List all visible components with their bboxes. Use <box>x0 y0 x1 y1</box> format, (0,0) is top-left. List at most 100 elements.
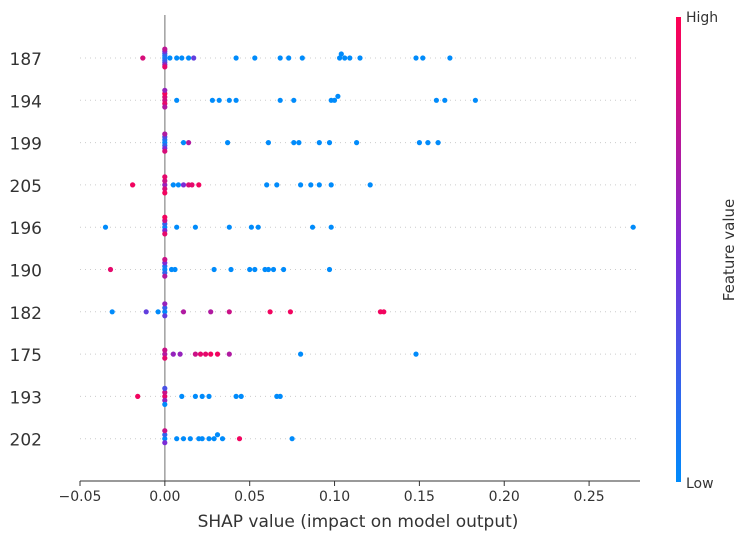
feature-label-205: 205 <box>10 177 42 197</box>
data-point-187 <box>420 55 426 61</box>
data-point-199 <box>435 140 441 146</box>
data-point-202 <box>180 436 187 442</box>
data-point-175 <box>203 351 209 357</box>
data-point-182 <box>226 309 232 315</box>
data-point-194 <box>162 104 168 110</box>
data-point-182 <box>162 313 168 319</box>
data-point-196 <box>174 224 180 230</box>
data-point-187 <box>140 55 146 61</box>
data-point-187 <box>286 55 292 61</box>
data-point-190 <box>162 256 168 263</box>
data-point-199 <box>162 148 168 154</box>
data-point-193 <box>199 393 205 399</box>
data-point-205 <box>130 182 136 188</box>
colorbar-low-label: Low <box>686 476 714 492</box>
feature-label-187: 187 <box>10 50 42 70</box>
feature-gridlines <box>80 57 640 440</box>
data-point-187 <box>179 55 185 61</box>
data-point-190 <box>228 266 234 273</box>
data-point-194 <box>233 97 239 103</box>
feature-label-202: 202 <box>10 431 42 451</box>
data-point-187 <box>162 46 168 52</box>
data-point-196 <box>248 224 254 230</box>
data-point-205 <box>162 190 168 196</box>
data-point-205 <box>175 182 181 188</box>
data-point-196 <box>328 224 334 230</box>
data-point-199 <box>316 140 322 146</box>
data-point-202 <box>162 432 168 438</box>
data-point-205 <box>274 182 280 188</box>
data-point-196 <box>162 231 168 237</box>
data-point-175 <box>214 351 221 357</box>
x-tick-label: 0.15 <box>404 489 435 505</box>
data-point-175 <box>170 351 176 357</box>
data-point-187 <box>186 55 192 61</box>
data-point-190 <box>211 266 217 273</box>
data-point-182 <box>155 309 161 315</box>
data-point-175 <box>192 351 198 357</box>
data-point-182 <box>162 301 168 307</box>
data-point-205 <box>162 178 168 184</box>
data-point-187 <box>252 55 258 61</box>
data-point-175 <box>197 351 204 357</box>
data-point-193 <box>162 397 168 403</box>
data-point-182 <box>267 309 273 315</box>
data-points <box>102 46 636 446</box>
data-point-182 <box>143 309 149 315</box>
data-point-187 <box>357 55 363 61</box>
x-tick-label: −0.05 <box>59 489 102 505</box>
data-point-187 <box>338 51 344 57</box>
data-point-187 <box>447 55 453 61</box>
data-point-205 <box>264 182 270 188</box>
colorbar-title: Feature value <box>720 199 738 301</box>
data-point-205 <box>170 182 176 188</box>
data-point-205 <box>162 182 168 188</box>
data-point-199 <box>354 140 360 146</box>
x-axis-ticks: −0.05 0.00 0.05 0.10 0.15 0.20 0.25 <box>59 481 605 505</box>
data-point-175 <box>162 347 168 353</box>
data-point-193 <box>162 393 168 399</box>
data-point-194 <box>277 97 283 103</box>
colorbar-high-label: High <box>686 10 718 26</box>
data-point-190 <box>172 266 178 273</box>
data-point-194 <box>216 97 222 103</box>
feature-label-196: 196 <box>10 219 42 239</box>
data-point-205 <box>162 186 168 192</box>
data-point-205 <box>180 182 187 188</box>
data-point-199 <box>186 140 192 146</box>
data-point-175 <box>208 351 214 357</box>
data-point-199 <box>296 140 302 146</box>
data-point-193 <box>192 393 198 399</box>
data-point-190 <box>247 266 253 273</box>
data-point-175 <box>162 351 168 357</box>
data-point-175 <box>177 351 183 357</box>
data-point-202 <box>211 436 217 442</box>
data-point-196 <box>309 224 316 230</box>
feature-label-193: 193 <box>10 388 42 408</box>
data-point-193 <box>162 385 168 391</box>
feature-labels: 187 194 199 205 196 190 182 175 193 202 <box>10 50 42 451</box>
data-point-194 <box>335 93 341 99</box>
feature-label-182: 182 <box>10 304 42 324</box>
x-tick-label: 0.20 <box>489 489 520 505</box>
data-point-202 <box>289 436 295 442</box>
data-point-205 <box>316 182 322 188</box>
data-point-205 <box>308 182 314 188</box>
x-tick-label: 0.00 <box>149 489 180 505</box>
x-tick-label: 0.05 <box>234 489 265 505</box>
data-point-187 <box>413 55 419 61</box>
data-point-199 <box>326 140 333 146</box>
data-point-187 <box>167 55 173 61</box>
data-point-202 <box>187 436 193 442</box>
x-tick-label: 0.25 <box>574 489 605 505</box>
data-point-187 <box>299 55 305 61</box>
data-point-196 <box>255 224 261 230</box>
data-point-175 <box>413 351 419 357</box>
data-point-199 <box>416 140 422 146</box>
data-point-187 <box>233 55 239 61</box>
data-point-194 <box>472 97 478 103</box>
data-point-182 <box>180 309 187 315</box>
data-point-202 <box>162 440 168 446</box>
data-point-193 <box>162 401 168 407</box>
data-point-202 <box>206 436 212 442</box>
